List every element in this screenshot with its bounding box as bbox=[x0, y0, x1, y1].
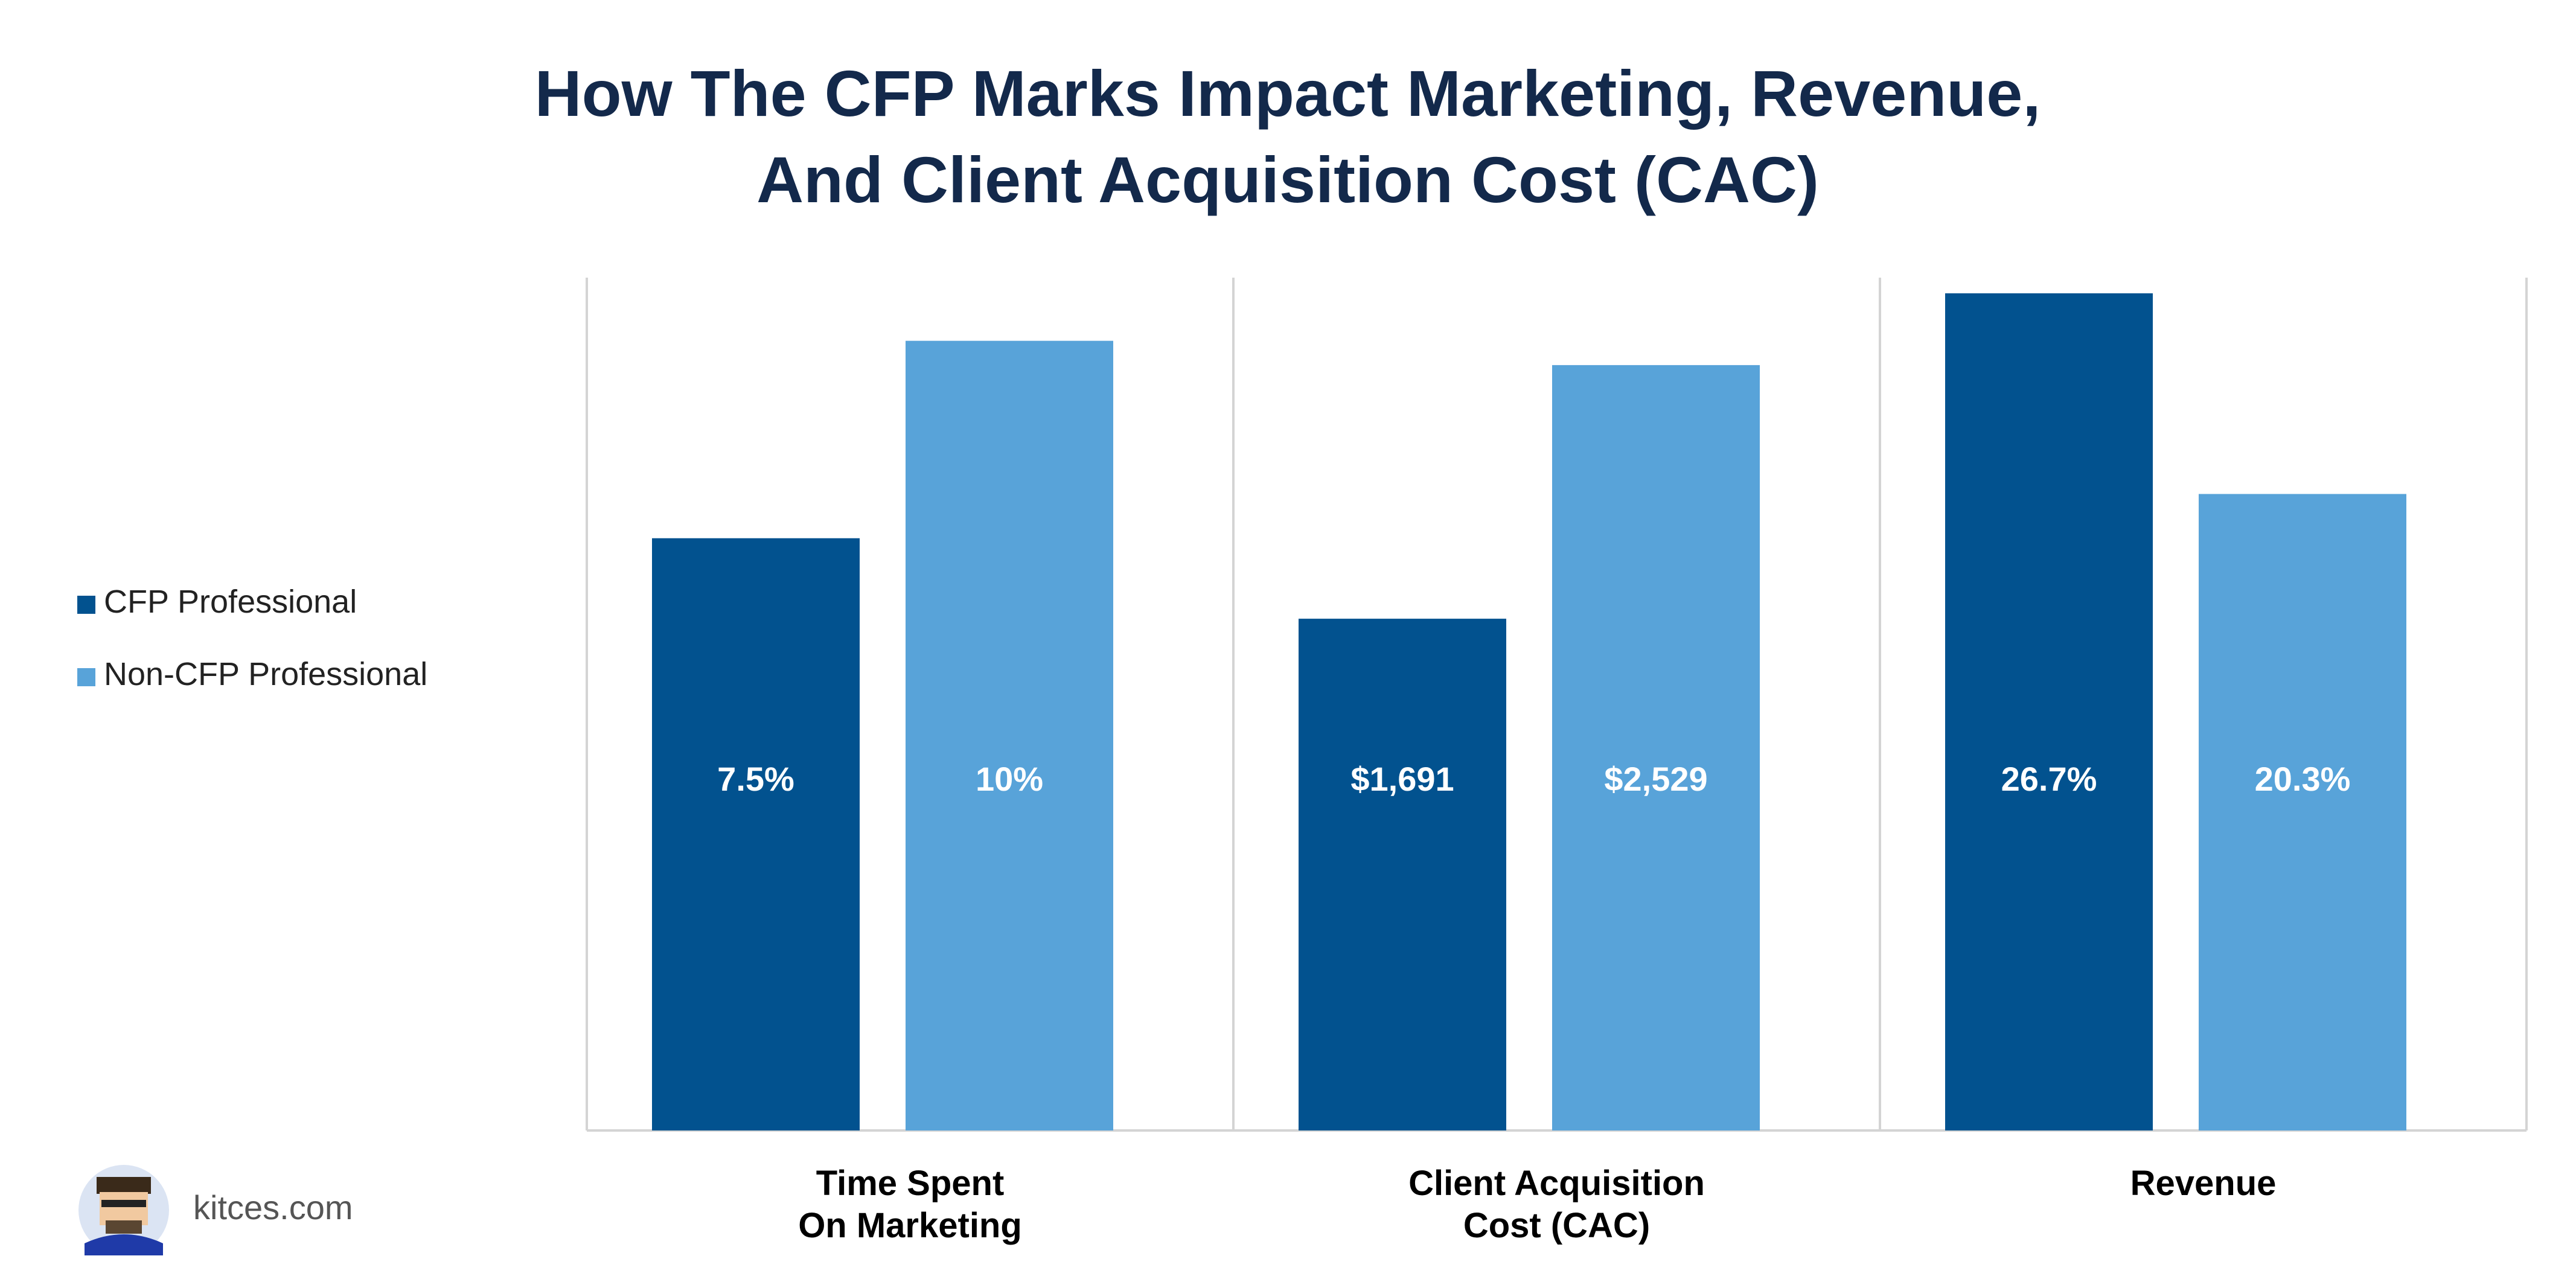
category-label-2-line-2: Cost (CAC) bbox=[1463, 1206, 1650, 1245]
category-label-1-line-1: Time Spent bbox=[816, 1164, 1005, 1203]
avatar-hair bbox=[97, 1177, 151, 1194]
avatar-glasses bbox=[101, 1200, 146, 1207]
legend-label-2: Non-CFP Professional bbox=[104, 656, 427, 692]
legend: CFP Professional Non-CFP Professional bbox=[77, 584, 427, 692]
bar-value-label-3-2: 20.3% bbox=[2255, 760, 2351, 798]
bar-2-series-2[interactable] bbox=[1552, 365, 1760, 1131]
bar-value-label-2-2: $2,529 bbox=[1604, 760, 1707, 798]
bar-1-series-2[interactable] bbox=[906, 340, 1113, 1130]
chart-bars bbox=[652, 293, 2406, 1131]
avatar-beard bbox=[106, 1220, 142, 1234]
legend-label-1: CFP Professional bbox=[104, 584, 357, 620]
bar-1-series-1[interactable] bbox=[652, 538, 860, 1130]
brand-logo[interactable]: kitces.com bbox=[78, 1165, 353, 1255]
legend-swatch-2 bbox=[77, 668, 95, 686]
bar-value-labels: 7.5% 10% $1,691 $2,529 26.7% 20.3% bbox=[717, 760, 2350, 798]
chart-title: How The CFP Marks Impact Marketing, Reve… bbox=[535, 57, 2041, 216]
brand-text[interactable]: kitces.com bbox=[193, 1188, 353, 1226]
chart-title-line-1: How The CFP Marks Impact Marketing, Reve… bbox=[535, 57, 2041, 130]
legend-swatch-1 bbox=[77, 596, 95, 614]
bar-3-series-2[interactable] bbox=[2199, 494, 2406, 1130]
category-label-1-line-2: On Marketing bbox=[798, 1206, 1022, 1245]
bar-value-label-1-1: 7.5% bbox=[717, 760, 794, 798]
bar-2-series-1[interactable] bbox=[1299, 619, 1506, 1130]
avatar-shirt bbox=[85, 1234, 163, 1255]
bar-3-series-1[interactable] bbox=[1945, 293, 2153, 1131]
bar-value-label-3-1: 26.7% bbox=[2001, 760, 2097, 798]
category-label-3-line-1: Revenue bbox=[2130, 1164, 2277, 1203]
bar-value-label-2-1: $1,691 bbox=[1350, 760, 1454, 798]
bar-value-label-1-2: 10% bbox=[976, 760, 1043, 798]
chart-title-line-2: And Client Acquisition Cost (CAC) bbox=[756, 143, 1819, 216]
avatar-face bbox=[100, 1192, 148, 1225]
category-label-2-line-1: Client Acquisition bbox=[1408, 1164, 1705, 1203]
